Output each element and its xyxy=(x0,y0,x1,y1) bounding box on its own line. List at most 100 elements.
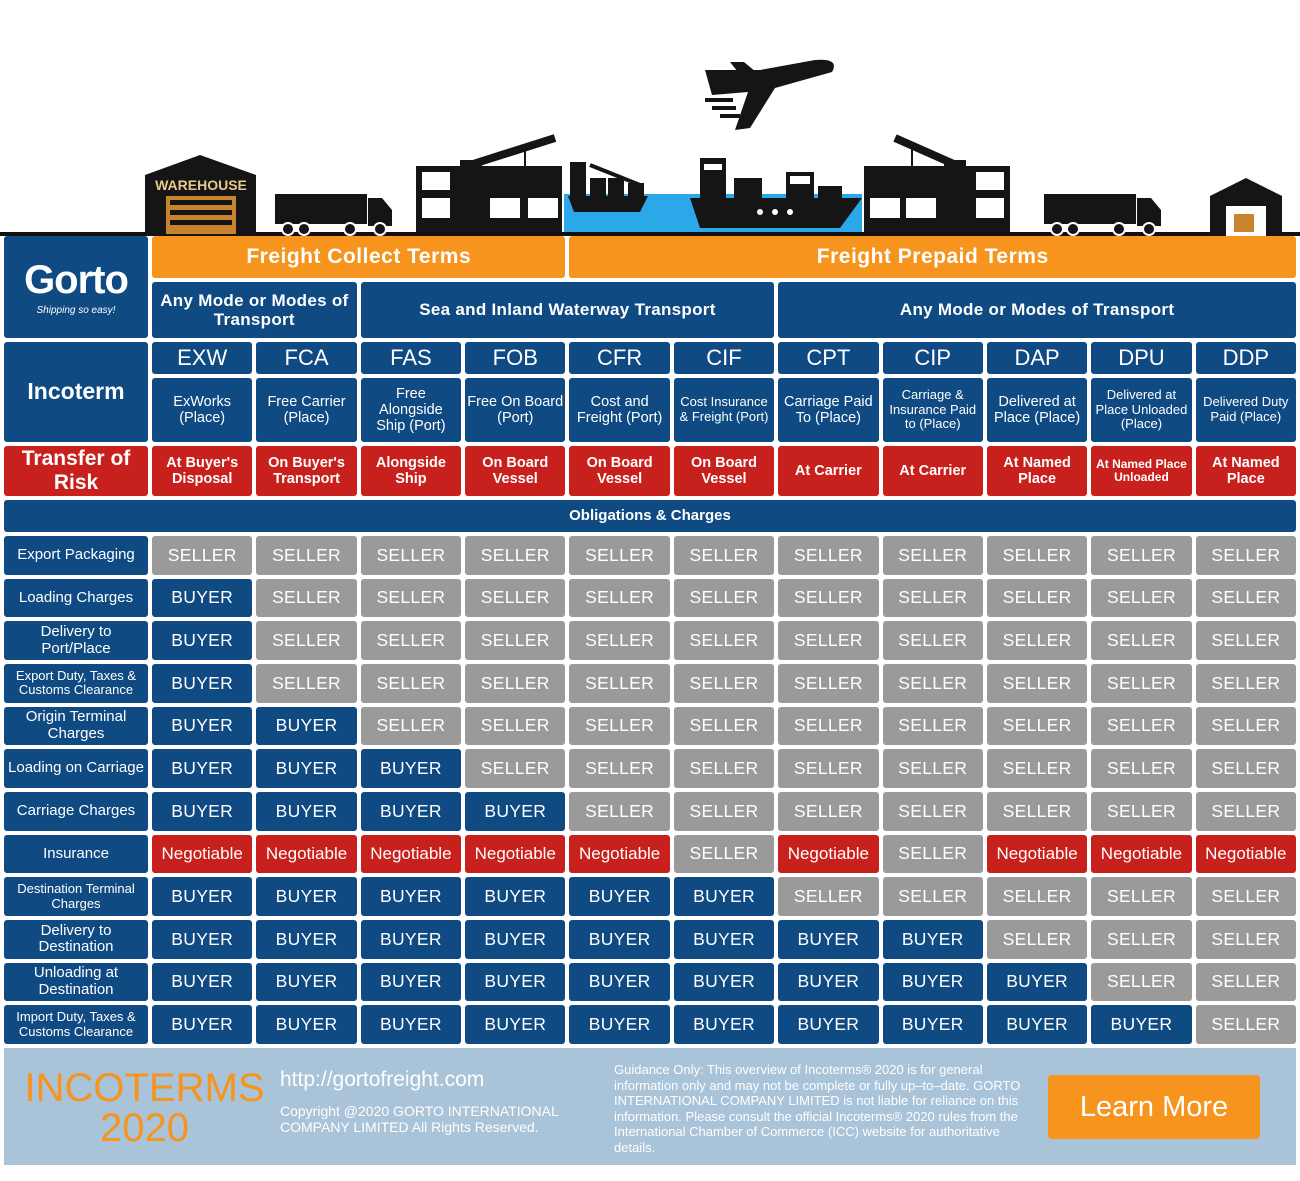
cell-buyer: BUYER xyxy=(465,962,566,1002)
port-crane-icon xyxy=(416,134,562,232)
cell-negotiable: Negotiable xyxy=(569,834,670,874)
cell-buyer: BUYER xyxy=(569,920,670,959)
term-desc-fca: Free Carrier (Place) xyxy=(256,378,357,442)
cell-seller: SELLER xyxy=(256,664,357,703)
cell-seller: SELLER xyxy=(1195,536,1296,575)
cell-buyer: BUYER xyxy=(360,877,462,916)
cell-seller: SELLER xyxy=(1091,664,1192,703)
cell-buyer: BUYER xyxy=(778,920,879,959)
term-desc-cfr: Cost and Freight (Port) xyxy=(569,378,670,442)
cell-seller: SELLER xyxy=(1091,749,1192,788)
cell-seller: SELLER xyxy=(360,706,462,746)
cell-seller: SELLER xyxy=(1195,621,1296,660)
cell-seller: SELLER xyxy=(1091,621,1192,660)
cell-seller: SELLER xyxy=(882,706,983,746)
term-desc-cpt: Carriage Paid To (Place) xyxy=(778,378,879,442)
row-label: Origin Terminal Charges xyxy=(4,706,148,746)
cell-seller: SELLER xyxy=(673,664,775,703)
port-crane-icon xyxy=(864,134,1010,232)
cell-seller: SELLER xyxy=(1195,877,1296,916)
copyright-text: Copyright @2020 GORTO INTERNATIONAL COMP… xyxy=(280,1103,559,1135)
cell-buyer: BUYER xyxy=(986,1005,1088,1044)
row-label: Unloading at Destination xyxy=(4,962,148,1002)
term-code-fas[interactable]: FAS xyxy=(360,342,462,374)
cell-negotiable: Negotiable xyxy=(1091,834,1192,874)
cell-buyer: BUYER xyxy=(360,749,462,788)
risk-cfr: On Board Vessel xyxy=(569,446,670,496)
row-label: Delivery to Destination xyxy=(4,920,148,959)
cell-seller: SELLER xyxy=(882,877,983,916)
cell-seller: SELLER xyxy=(778,664,879,703)
risk-dap: At Named Place xyxy=(986,446,1088,496)
term-desc-exw: ExWorks (Place) xyxy=(152,378,253,442)
row-label: Export Packaging xyxy=(4,536,148,575)
cell-buyer: BUYER xyxy=(256,706,357,746)
website-link[interactable]: http://gortofreight.com xyxy=(280,1068,485,1091)
cell-seller: SELLER xyxy=(986,706,1088,746)
disclaimer-text: Guidance Only: This overview of Incoterm… xyxy=(614,1062,1021,1155)
term-desc-cip: Carriage & Insurance Paid to (Place) xyxy=(882,378,983,442)
cell-buyer: BUYER xyxy=(152,749,253,788)
term-code-cip[interactable]: CIP xyxy=(882,342,983,374)
cell-seller: SELLER xyxy=(673,834,775,874)
cell-negotiable: Negotiable xyxy=(256,834,357,874)
cell-seller: SELLER xyxy=(778,578,879,618)
cell-seller: SELLER xyxy=(673,536,775,575)
term-code-cfr[interactable]: CFR xyxy=(569,342,670,374)
truck-icon xyxy=(1044,194,1161,236)
logo-tagline: Shipping so easy! xyxy=(36,304,116,316)
term-desc-ddp: Delivered Duty Paid (Place) xyxy=(1195,378,1296,442)
term-code-fob[interactable]: FOB xyxy=(465,342,566,374)
cell-seller: SELLER xyxy=(673,706,775,746)
term-code-dap[interactable]: DAP xyxy=(986,342,1088,374)
cell-seller: SELLER xyxy=(882,664,983,703)
cell-seller: SELLER xyxy=(465,706,566,746)
row-label: Export Duty, Taxes & Customs Clearance xyxy=(4,664,148,703)
risk-dpu: At Named Place Unloaded xyxy=(1091,446,1192,496)
cell-negotiable: Negotiable xyxy=(778,834,879,874)
cell-seller: SELLER xyxy=(256,536,357,575)
footer: INCOTERMS 2020 http://gortofreight.com C… xyxy=(4,1048,1296,1165)
freight-prepaid-header: Freight Prepaid Terms xyxy=(569,236,1296,278)
cell-seller: SELLER xyxy=(986,621,1088,660)
cell-seller: SELLER xyxy=(882,578,983,618)
cell-seller: SELLER xyxy=(1195,578,1296,618)
term-code-cpt[interactable]: CPT xyxy=(778,342,879,374)
cell-seller: SELLER xyxy=(986,920,1088,959)
term-code-fca[interactable]: FCA xyxy=(256,342,357,374)
risk-fas: Alongside Ship xyxy=(360,446,462,496)
cell-negotiable: Negotiable xyxy=(152,834,253,874)
cell-seller: SELLER xyxy=(1091,536,1192,575)
term-desc-cif: Cost Insurance & Freight (Port) xyxy=(673,378,775,442)
term-code-ddp[interactable]: DDP xyxy=(1195,342,1296,374)
warehouse-sign: WAREHOUSE xyxy=(155,177,247,193)
cell-buyer: BUYER xyxy=(1091,1005,1192,1044)
airplane-icon xyxy=(705,59,834,130)
cell-seller: SELLER xyxy=(360,664,462,703)
truck-icon xyxy=(275,194,392,236)
risk-exw: At Buyer's Disposal xyxy=(152,446,253,496)
incoterm-label: Incoterm xyxy=(4,342,148,442)
term-code-cif[interactable]: CIF xyxy=(673,342,775,374)
cell-seller: SELLER xyxy=(465,578,566,618)
term-code-exw[interactable]: EXW xyxy=(152,342,253,374)
cell-seller: SELLER xyxy=(256,621,357,660)
cell-seller: SELLER xyxy=(986,536,1088,575)
cell-buyer: BUYER xyxy=(673,920,775,959)
cell-seller: SELLER xyxy=(569,621,670,660)
mode-sea-header: Sea and Inland Waterway Transport xyxy=(360,282,775,338)
cell-buyer: BUYER xyxy=(465,877,566,916)
cell-buyer: BUYER xyxy=(152,962,253,1002)
row-label: Import Duty, Taxes & Customs Clearance xyxy=(4,1005,148,1044)
warehouse-icon: WAREHOUSE xyxy=(145,155,256,236)
term-code-dpu[interactable]: DPU xyxy=(1091,342,1192,374)
cell-seller: SELLER xyxy=(778,877,879,916)
learn-more-button[interactable]: Learn More xyxy=(1048,1075,1260,1139)
cell-buyer: BUYER xyxy=(465,920,566,959)
cell-buyer: BUYER xyxy=(569,962,670,1002)
cell-seller: SELLER xyxy=(569,792,670,831)
cell-buyer: BUYER xyxy=(152,621,253,660)
gorto-logo[interactable]: Gorto Shipping so easy! xyxy=(4,236,148,338)
incoterms-2020-title: INCOTERMS 2020 xyxy=(22,1068,267,1148)
obligations-header: Obligations & Charges xyxy=(4,500,1296,532)
